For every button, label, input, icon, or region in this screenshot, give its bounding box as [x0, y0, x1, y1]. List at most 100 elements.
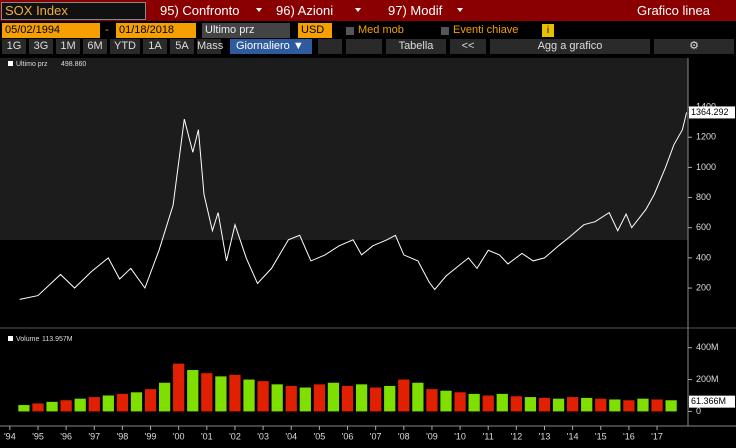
volume-bar: [623, 400, 635, 412]
x-tick-label: '97: [88, 431, 100, 441]
start-date[interactable]: 05/02/1994: [2, 23, 100, 38]
volume-bar: [496, 393, 508, 412]
settings-button[interactable]: ⚙: [654, 39, 734, 54]
plot-shade: [0, 58, 688, 240]
x-tick-label: '05: [314, 431, 326, 441]
y-tick-label: 1000: [696, 162, 716, 172]
x-tick-label: '16: [623, 431, 635, 441]
volume-bar: [130, 392, 143, 412]
volume-bar: [173, 363, 185, 412]
checkbox[interactable]: [346, 27, 354, 35]
volume-bar: [538, 397, 551, 412]
volume-bar: [215, 376, 227, 412]
info-icon[interactable]: i: [542, 24, 554, 37]
volume-bar: [524, 397, 537, 412]
volume-bar: [257, 381, 269, 412]
menu-item[interactable]: 96) Azioni: [276, 3, 334, 18]
x-tick-label: '94: [4, 431, 16, 441]
last-value-box: [689, 395, 735, 408]
legend-box: [8, 61, 13, 66]
x-tick-label: '09: [426, 431, 438, 441]
legend-name: Volume: [16, 336, 39, 343]
y-tick-label: 200: [696, 282, 711, 292]
x-tick-label: '08: [398, 431, 410, 441]
table-button[interactable]: Tabella: [386, 39, 446, 54]
volume-bar: [116, 393, 129, 412]
volume-bar: [412, 382, 424, 412]
volume-bar: [313, 384, 326, 412]
period-button[interactable]: Mass: [197, 39, 224, 54]
volume-bar: [552, 398, 565, 412]
last-value-label: 1364.292: [691, 107, 729, 117]
ticker[interactable]: SOX Index: [1, 2, 146, 20]
x-tick-label: '01: [201, 431, 213, 441]
x-tick-label: '17: [651, 431, 663, 441]
volume-bar: [32, 403, 44, 412]
back-button[interactable]: <<: [450, 39, 486, 54]
top-bar: [0, 0, 736, 21]
last-value-label: 61.366M: [691, 396, 726, 406]
volume-bar: [74, 398, 86, 412]
volume-bar: [60, 400, 72, 412]
chart-icon[interactable]: [318, 39, 342, 54]
volume-bar: [102, 395, 114, 412]
x-tick-label: '13: [539, 431, 551, 441]
menu-item[interactable]: 95) Confronto: [160, 3, 240, 18]
x-tick-label: '07: [370, 431, 382, 441]
y-tick-label: 400: [696, 252, 711, 262]
end-date[interactable]: 01/18/2018: [116, 23, 196, 38]
volume-bar: [370, 387, 382, 412]
option[interactable]: Med mob: [358, 24, 404, 36]
period-button[interactable]: 3G: [29, 39, 53, 54]
volume-bar: [88, 397, 100, 412]
period-button[interactable]: 1M: [56, 39, 80, 54]
checkbox[interactable]: [441, 27, 449, 35]
dropdown-arrow: [256, 8, 463, 12]
option[interactable]: Eventi chiave: [453, 24, 519, 36]
volume-bar: [468, 393, 480, 412]
frequency[interactable]: Giornaliero ▼: [230, 39, 312, 54]
last-value-box: [689, 106, 735, 119]
volume-bar: [46, 401, 58, 412]
x-tick-label: '11: [483, 431, 494, 441]
period-button[interactable]: 1G: [2, 39, 26, 54]
volume-bar: [158, 382, 171, 412]
volume-bar: [609, 399, 621, 412]
period-button[interactable]: YTD: [110, 39, 140, 54]
add-button[interactable]: Agg a grafico: [490, 39, 650, 54]
candle-icon[interactable]: [346, 39, 382, 54]
period-button[interactable]: 5A: [170, 39, 194, 54]
volume-bar: [384, 385, 396, 412]
x-tick-label: '95: [32, 431, 44, 441]
x-tick-label: '04: [285, 431, 297, 441]
volume-bar: [341, 385, 354, 412]
field-select[interactable]: Ultimo prz: [202, 23, 290, 38]
volume-bar: [327, 382, 340, 412]
view-title: Grafico linea: [637, 3, 710, 18]
currency[interactable]: USD: [298, 23, 332, 38]
volume-bar: [285, 385, 297, 412]
legend-box: [8, 336, 13, 341]
x-tick-label: '12: [510, 431, 522, 441]
y-tick-label: 400M: [696, 342, 719, 352]
volume-bar: [355, 384, 368, 412]
volume-bar: [567, 397, 579, 412]
period-button[interactable]: 6M: [83, 39, 107, 54]
y-tick-label: 1200: [696, 132, 716, 142]
period-button[interactable]: 1A: [143, 39, 167, 54]
legend-name: Ultimo prz: [16, 61, 48, 68]
menu-arrows: [256, 8, 463, 12]
volume-bar: [651, 399, 663, 412]
volume-bar: [637, 398, 649, 412]
volume-bar: [144, 389, 157, 412]
legend-value: 498.860: [61, 61, 86, 68]
volume-bar: [187, 370, 199, 412]
x-tick-label: '02: [229, 431, 241, 441]
menu-item[interactable]: 97) Modif: [388, 3, 443, 18]
x-tick-label: '15: [595, 431, 607, 441]
legend-value: 113.957M: [42, 336, 73, 343]
x-tick-label: '06: [342, 431, 354, 441]
date-separator: -: [105, 24, 109, 36]
